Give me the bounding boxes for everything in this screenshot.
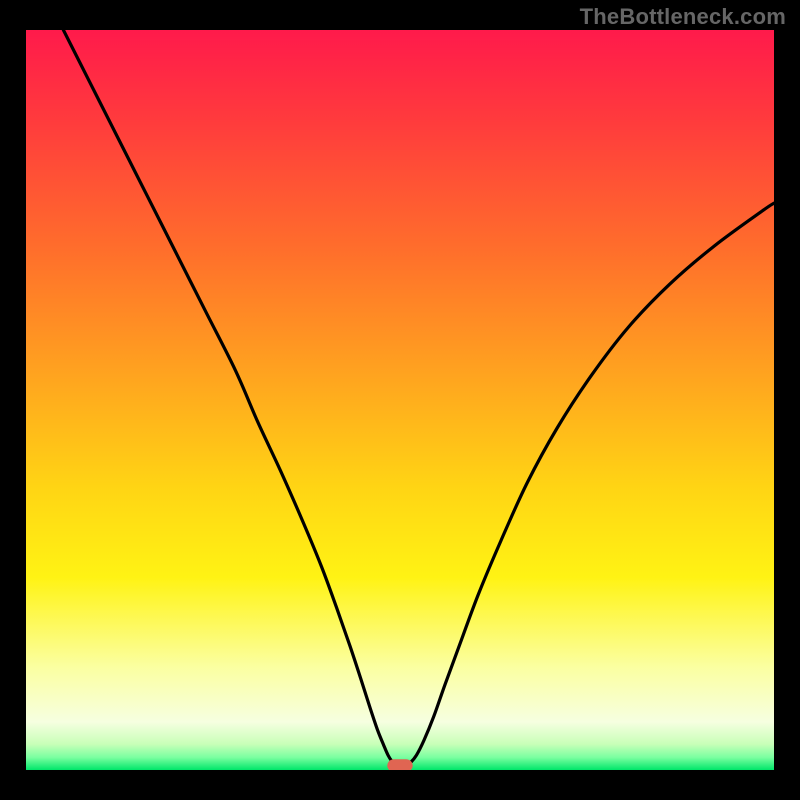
bottleneck-curve-chart — [0, 0, 800, 800]
plot-gradient-background — [26, 30, 774, 770]
optimum-marker — [387, 759, 412, 772]
chart-container: TheBottleneck.com — [0, 0, 800, 800]
watermark-text: TheBottleneck.com — [580, 4, 786, 30]
